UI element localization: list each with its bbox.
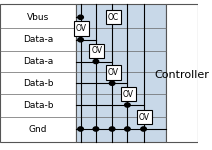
Bar [0, 4, 76, 142]
Bar [74, 21, 89, 36]
Bar [166, 4, 198, 142]
Circle shape [78, 127, 83, 131]
Text: Data-a: Data-a [23, 35, 53, 44]
Text: Controller: Controller [155, 70, 209, 80]
Text: Data-b: Data-b [23, 100, 53, 109]
Text: OV: OV [107, 68, 119, 77]
Circle shape [109, 127, 115, 131]
Circle shape [109, 81, 115, 85]
Circle shape [78, 38, 83, 42]
Text: Vbus: Vbus [27, 13, 49, 22]
Text: OC: OC [107, 13, 119, 22]
Circle shape [125, 127, 130, 131]
Bar [89, 44, 104, 58]
Circle shape [93, 59, 99, 64]
Text: Gnd: Gnd [29, 124, 47, 134]
Text: OV: OV [139, 112, 150, 122]
Text: OV: OV [76, 24, 87, 33]
Text: OV: OV [91, 46, 102, 55]
Circle shape [141, 127, 146, 131]
Bar [121, 87, 136, 101]
Circle shape [93, 127, 99, 131]
Text: Data-b: Data-b [23, 79, 53, 88]
Bar [76, 4, 166, 142]
Text: OV: OV [123, 90, 134, 99]
Bar [137, 110, 152, 124]
Circle shape [125, 103, 130, 107]
Circle shape [78, 15, 83, 19]
Bar [106, 65, 120, 80]
Text: Data-a: Data-a [23, 57, 53, 66]
Bar [106, 10, 120, 24]
